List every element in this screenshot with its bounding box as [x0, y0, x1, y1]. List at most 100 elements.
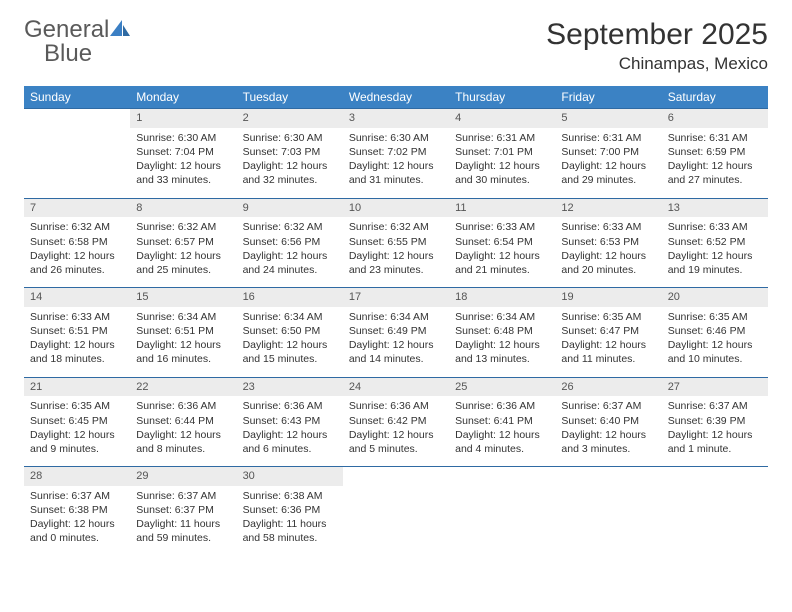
day-number: 18: [449, 288, 555, 307]
sunset-text: Sunset: 6:55 PM: [349, 235, 443, 249]
calendar-cell: 14Sunrise: 6:33 AMSunset: 6:51 PMDayligh…: [24, 288, 130, 378]
title-block: September 2025 Chinampas, Mexico: [546, 18, 768, 74]
daylight-text: Daylight: 12 hours and 21 minutes.: [455, 249, 549, 277]
calendar-cell: 1Sunrise: 6:30 AMSunset: 7:04 PMDaylight…: [130, 109, 236, 199]
calendar-head: SundayMondayTuesdayWednesdayThursdayFrid…: [24, 86, 768, 109]
weekday-header: Thursday: [449, 86, 555, 109]
day-number: 25: [449, 378, 555, 397]
sunset-text: Sunset: 6:57 PM: [136, 235, 230, 249]
calendar-table: SundayMondayTuesdayWednesdayThursdayFrid…: [24, 86, 768, 556]
daylight-text: Daylight: 12 hours and 6 minutes.: [243, 428, 337, 456]
daylight-text: Daylight: 12 hours and 15 minutes.: [243, 338, 337, 366]
day-number: 14: [24, 288, 130, 307]
daylight-text: Daylight: 12 hours and 27 minutes.: [668, 159, 762, 187]
calendar-cell: 27Sunrise: 6:37 AMSunset: 6:39 PMDayligh…: [662, 377, 768, 467]
day-body: Sunrise: 6:33 AMSunset: 6:54 PMDaylight:…: [449, 217, 555, 287]
day-number: 28: [24, 467, 130, 486]
title-month: September 2025: [546, 18, 768, 52]
sunrise-text: Sunrise: 6:33 AM: [455, 220, 549, 234]
day-body: Sunrise: 6:37 AMSunset: 6:39 PMDaylight:…: [662, 396, 768, 466]
day-number: 15: [130, 288, 236, 307]
sunrise-text: Sunrise: 6:30 AM: [136, 131, 230, 145]
calendar-cell: .: [343, 467, 449, 556]
calendar-cell: 18Sunrise: 6:34 AMSunset: 6:48 PMDayligh…: [449, 288, 555, 378]
sunset-text: Sunset: 6:45 PM: [30, 414, 124, 428]
daylight-text: Daylight: 12 hours and 13 minutes.: [455, 338, 549, 366]
calendar-cell: 4Sunrise: 6:31 AMSunset: 7:01 PMDaylight…: [449, 109, 555, 199]
calendar-cell: 15Sunrise: 6:34 AMSunset: 6:51 PMDayligh…: [130, 288, 236, 378]
calendar-cell: 29Sunrise: 6:37 AMSunset: 6:37 PMDayligh…: [130, 467, 236, 556]
sunrise-text: Sunrise: 6:35 AM: [668, 310, 762, 324]
logo-word2: Blue: [44, 40, 92, 67]
daylight-text: Daylight: 12 hours and 25 minutes.: [136, 249, 230, 277]
daylight-text: Daylight: 12 hours and 16 minutes.: [136, 338, 230, 366]
calendar-cell: 25Sunrise: 6:36 AMSunset: 6:41 PMDayligh…: [449, 377, 555, 467]
day-body: Sunrise: 6:37 AMSunset: 6:37 PMDaylight:…: [130, 486, 236, 556]
daylight-text: Daylight: 12 hours and 19 minutes.: [668, 249, 762, 277]
day-body: Sunrise: 6:35 AMSunset: 6:46 PMDaylight:…: [662, 307, 768, 377]
sunrise-text: Sunrise: 6:33 AM: [30, 310, 124, 324]
day-number: 12: [555, 199, 661, 218]
day-body: Sunrise: 6:36 AMSunset: 6:42 PMDaylight:…: [343, 396, 449, 466]
daylight-text: Daylight: 12 hours and 11 minutes.: [561, 338, 655, 366]
day-body: Sunrise: 6:34 AMSunset: 6:50 PMDaylight:…: [237, 307, 343, 377]
weekday-header: Wednesday: [343, 86, 449, 109]
day-number: 1: [130, 109, 236, 128]
day-body: Sunrise: 6:31 AMSunset: 7:00 PMDaylight:…: [555, 128, 661, 198]
daylight-text: Daylight: 12 hours and 29 minutes.: [561, 159, 655, 187]
sunset-text: Sunset: 6:56 PM: [243, 235, 337, 249]
calendar-cell: 13Sunrise: 6:33 AMSunset: 6:52 PMDayligh…: [662, 198, 768, 288]
daylight-text: Daylight: 12 hours and 20 minutes.: [561, 249, 655, 277]
daylight-text: Daylight: 12 hours and 30 minutes.: [455, 159, 549, 187]
calendar-cell: .: [662, 467, 768, 556]
sunset-text: Sunset: 7:02 PM: [349, 145, 443, 159]
day-number: 16: [237, 288, 343, 307]
day-body: Sunrise: 6:31 AMSunset: 6:59 PMDaylight:…: [662, 128, 768, 198]
sunset-text: Sunset: 6:54 PM: [455, 235, 549, 249]
day-body: Sunrise: 6:35 AMSunset: 6:45 PMDaylight:…: [24, 396, 130, 466]
day-body: Sunrise: 6:35 AMSunset: 6:47 PMDaylight:…: [555, 307, 661, 377]
calendar-cell: .: [449, 467, 555, 556]
daylight-text: Daylight: 12 hours and 14 minutes.: [349, 338, 443, 366]
day-number: 5: [555, 109, 661, 128]
day-body: Sunrise: 6:30 AMSunset: 7:03 PMDaylight:…: [237, 128, 343, 198]
calendar-cell: 11Sunrise: 6:33 AMSunset: 6:54 PMDayligh…: [449, 198, 555, 288]
daylight-text: Daylight: 12 hours and 23 minutes.: [349, 249, 443, 277]
calendar-cell: 28Sunrise: 6:37 AMSunset: 6:38 PMDayligh…: [24, 467, 130, 556]
daylight-text: Daylight: 12 hours and 1 minute.: [668, 428, 762, 456]
day-body: Sunrise: 6:31 AMSunset: 7:01 PMDaylight:…: [449, 128, 555, 198]
calendar-cell: 26Sunrise: 6:37 AMSunset: 6:40 PMDayligh…: [555, 377, 661, 467]
calendar-cell: 17Sunrise: 6:34 AMSunset: 6:49 PMDayligh…: [343, 288, 449, 378]
calendar-week: .1Sunrise: 6:30 AMSunset: 7:04 PMDayligh…: [24, 109, 768, 199]
sunset-text: Sunset: 7:04 PM: [136, 145, 230, 159]
sunrise-text: Sunrise: 6:35 AM: [561, 310, 655, 324]
logo-text-block: General Blue: [24, 18, 131, 66]
sunset-text: Sunset: 6:58 PM: [30, 235, 124, 249]
sunset-text: Sunset: 6:37 PM: [136, 503, 230, 517]
day-body: Sunrise: 6:34 AMSunset: 6:48 PMDaylight:…: [449, 307, 555, 377]
sunrise-text: Sunrise: 6:34 AM: [455, 310, 549, 324]
day-body: Sunrise: 6:37 AMSunset: 6:38 PMDaylight:…: [24, 486, 130, 556]
title-location: Chinampas, Mexico: [546, 54, 768, 74]
sunrise-text: Sunrise: 6:31 AM: [668, 131, 762, 145]
sunset-text: Sunset: 6:59 PM: [668, 145, 762, 159]
logo-sail-icon: [109, 19, 131, 42]
sunset-text: Sunset: 6:39 PM: [668, 414, 762, 428]
sunrise-text: Sunrise: 6:37 AM: [136, 489, 230, 503]
daylight-text: Daylight: 11 hours and 59 minutes.: [136, 517, 230, 545]
calendar-cell: 20Sunrise: 6:35 AMSunset: 6:46 PMDayligh…: [662, 288, 768, 378]
day-number: 29: [130, 467, 236, 486]
day-number: 3: [343, 109, 449, 128]
weekday-header: Friday: [555, 86, 661, 109]
daylight-text: Daylight: 12 hours and 24 minutes.: [243, 249, 337, 277]
sunset-text: Sunset: 6:48 PM: [455, 324, 549, 338]
calendar-cell: 6Sunrise: 6:31 AMSunset: 6:59 PMDaylight…: [662, 109, 768, 199]
calendar-cell: 7Sunrise: 6:32 AMSunset: 6:58 PMDaylight…: [24, 198, 130, 288]
sunset-text: Sunset: 6:40 PM: [561, 414, 655, 428]
day-number: 8: [130, 199, 236, 218]
day-body: Sunrise: 6:36 AMSunset: 6:41 PMDaylight:…: [449, 396, 555, 466]
daylight-text: Daylight: 12 hours and 4 minutes.: [455, 428, 549, 456]
calendar-week: 7Sunrise: 6:32 AMSunset: 6:58 PMDaylight…: [24, 198, 768, 288]
sunrise-text: Sunrise: 6:32 AM: [349, 220, 443, 234]
day-number: 22: [130, 378, 236, 397]
